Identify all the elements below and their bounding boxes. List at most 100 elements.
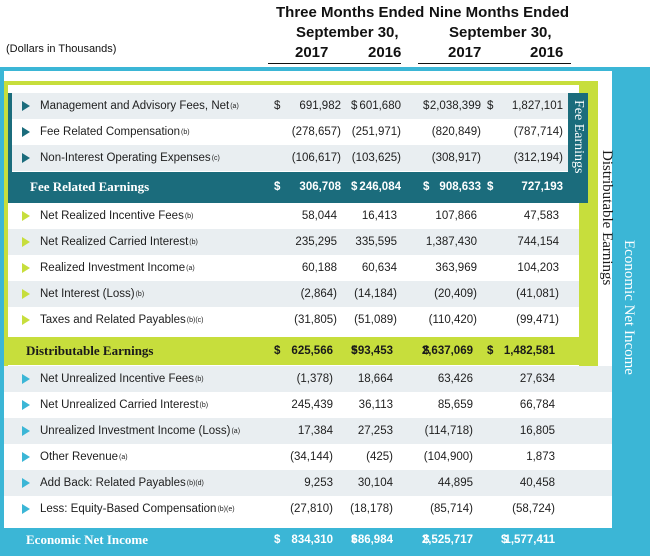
value-ytd-2016: (99,471) xyxy=(516,314,559,326)
value-ytd-2016: 40,458 xyxy=(519,477,555,489)
triangle-bullet-icon xyxy=(22,374,30,384)
value-ytd-2017: (114,718) xyxy=(424,425,473,437)
table-row: Add Back: Related Payables (b)(d) 9,253 3… xyxy=(4,470,612,496)
header-three-months-subtitle: September 30, xyxy=(296,24,399,41)
currency-symbol: $ xyxy=(423,534,430,546)
value-q-2017: (34,144) xyxy=(290,451,333,463)
fee-earnings-side-label: Fee Earnings xyxy=(571,100,586,174)
value-q-2016: (14,184) xyxy=(354,288,397,300)
value-q-2016: 593,453 xyxy=(351,345,393,357)
triangle-bullet-icon xyxy=(22,101,30,111)
value-ytd-2016: 104,203 xyxy=(517,262,559,274)
value-q-2016: 18,664 xyxy=(357,373,393,385)
value-q-2017: 60,188 xyxy=(301,262,337,274)
row-label: Non-Interest Operating Expenses (c) xyxy=(12,145,220,171)
value-q-2016: 16,413 xyxy=(361,210,397,222)
triangle-bullet-icon xyxy=(22,478,30,488)
value-ytd-2016: 1,827,101 xyxy=(511,100,563,112)
value-ytd-2017: 363,969 xyxy=(435,262,477,274)
table-row: Other Revenue (a) (34,144) (425) (104,900… xyxy=(4,444,612,470)
row-label: Management and Advisory Fees, Net (a) xyxy=(12,93,239,119)
table-row: Net Unrealized Carried Interest (b) 245,4… xyxy=(4,392,612,418)
value-q-2017: 625,566 xyxy=(291,345,333,357)
value-q-2016: (251,971) xyxy=(351,126,401,138)
value-ytd-2016: 1,482,581 xyxy=(503,345,555,357)
row-label: Realized Investment Income (a) xyxy=(8,255,195,281)
currency-symbol: $ xyxy=(351,534,358,546)
header-nine-months-subtitle: September 30, xyxy=(449,24,552,41)
value-ytd-2017: 85,659 xyxy=(437,399,473,411)
value-ytd-2017: 2,525,717 xyxy=(421,534,473,546)
table-row: Realized Investment Income (a) 60,188 60,… xyxy=(8,255,579,281)
total-label: Distributable Earnings xyxy=(26,343,154,358)
row-label: Fee Related Compensation (b) xyxy=(12,119,190,145)
triangle-bullet-icon xyxy=(22,289,30,299)
triangle-bullet-icon xyxy=(22,452,30,462)
value-ytd-2017: 908,633 xyxy=(439,181,481,193)
value-ytd-2017: (308,917) xyxy=(431,152,481,164)
value-q-2017: (31,805) xyxy=(294,314,337,326)
currency-symbol: $ xyxy=(487,181,494,193)
header-nine-months-title: Nine Months Ended xyxy=(429,4,569,21)
value-q-2017: 9,253 xyxy=(304,477,333,489)
economic-net-income-total-row: Economic Net Income $ 834,310 $ 686,984 … xyxy=(4,528,612,552)
table-row: Non-Interest Operating Expenses (c) (106,… xyxy=(12,145,568,171)
distributable-earnings-total-row: Distributable Earnings $ 625,566 $ 593,4… xyxy=(4,337,598,365)
value-q-2016: 246,084 xyxy=(359,181,401,193)
table-row: Unrealized Investment Income (Loss) (a) 1… xyxy=(4,418,612,444)
distributable-earnings-side-label: Distributable Earnings xyxy=(599,150,615,286)
currency-symbol: $ xyxy=(274,534,281,546)
table-row: Net Realized Carried Interest (b) 235,295… xyxy=(8,229,579,255)
triangle-bullet-icon xyxy=(22,400,30,410)
year-header-ytd-2017: 2017 xyxy=(448,44,482,61)
currency-symbol: $ xyxy=(501,534,508,546)
triangle-bullet-icon xyxy=(22,504,30,514)
value-ytd-2017: 2,637,069 xyxy=(421,345,473,357)
currency-symbol: $ xyxy=(423,345,430,357)
value-ytd-2016: 1,873 xyxy=(526,451,555,463)
value-ytd-2016: 744,154 xyxy=(517,236,559,248)
value-ytd-2017: 107,866 xyxy=(435,210,477,222)
value-q-2017: 691,982 xyxy=(299,100,341,112)
value-q-2017: (27,810) xyxy=(290,503,333,515)
table-row: Net Realized Incentive Fees (b) 58,044 16… xyxy=(8,203,579,229)
value-q-2016: (18,178) xyxy=(350,503,393,515)
triangle-bullet-icon xyxy=(22,237,30,247)
currency-symbol: $ xyxy=(351,181,358,193)
row-label: Other Revenue (a) xyxy=(4,444,128,470)
year-header-q-2016: 2016 xyxy=(368,44,402,61)
value-ytd-2016: (312,194) xyxy=(513,152,563,164)
value-q-2017: (2,864) xyxy=(300,288,337,300)
value-ytd-2017: (110,420) xyxy=(428,314,477,326)
row-label: Unrealized Investment Income (Loss) (a) xyxy=(4,418,240,444)
value-q-2016: 36,113 xyxy=(358,399,393,411)
value-ytd-2016: 1,577,411 xyxy=(504,534,555,546)
currency-symbol: $ xyxy=(351,100,358,112)
value-ytd-2016: 16,805 xyxy=(519,425,555,437)
value-ytd-2017: (104,900) xyxy=(423,451,473,463)
currency-symbol: $ xyxy=(423,100,430,112)
value-q-2017: 58,044 xyxy=(301,210,337,222)
value-q-2016: 27,253 xyxy=(357,425,393,437)
triangle-bullet-icon xyxy=(22,153,30,163)
triangle-bullet-icon xyxy=(22,211,30,221)
value-q-2017: (1,378) xyxy=(296,373,333,385)
value-q-2017: (106,617) xyxy=(291,152,341,164)
table-row: Net Interest (Loss) (b) (2,864) (14,184) … xyxy=(8,281,579,307)
year-header-q-2017: 2017 xyxy=(295,44,329,61)
value-q-2016: (51,089) xyxy=(354,314,397,326)
value-ytd-2016: 27,634 xyxy=(519,373,555,385)
value-ytd-2016: 66,784 xyxy=(519,399,555,411)
header-underline-nine-months xyxy=(418,63,571,64)
value-q-2017: 245,439 xyxy=(291,399,333,411)
row-label: Net Unrealized Incentive Fees (b) xyxy=(4,366,204,392)
value-ytd-2016: 727,193 xyxy=(521,181,563,193)
row-label: Net Realized Incentive Fees (b) xyxy=(8,203,193,229)
value-ytd-2017: (20,409) xyxy=(434,288,477,300)
row-label: Net Unrealized Carried Interest (b) xyxy=(4,392,208,418)
units-note: (Dollars in Thousands) xyxy=(6,43,117,55)
value-q-2016: 601,680 xyxy=(359,100,401,112)
table-row: Taxes and Related Payables (b)(c) (31,805… xyxy=(8,307,579,333)
value-ytd-2016: (41,081) xyxy=(516,288,559,300)
value-ytd-2017: 2,038,399 xyxy=(429,100,481,112)
